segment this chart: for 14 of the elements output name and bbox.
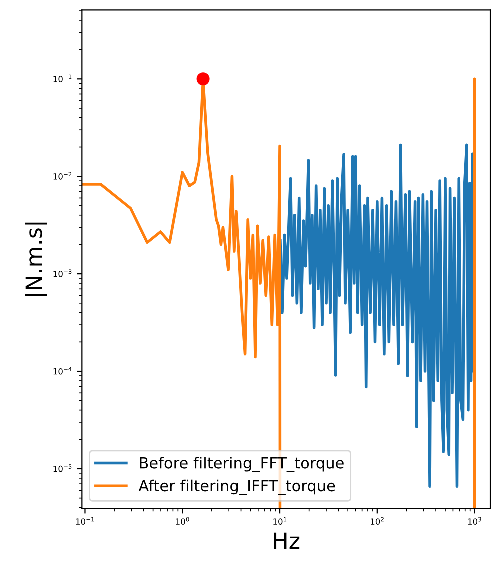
x-tick-label: 10$^{3}$ [468, 517, 482, 525]
legend-label: Before filtering_FFT_torque [140, 457, 344, 472]
x-tick-label: 10$^{0}$ [176, 517, 190, 525]
y-tick-label: 10$^{−1}$ [54, 74, 72, 82]
y-tick-label: 10$^{−5}$ [54, 464, 72, 472]
x-tick-label: 10$^{2}$ [370, 517, 384, 525]
y-tick-label: 10$^{−4}$ [54, 367, 72, 375]
y-tick-label: 10$^{−3}$ [54, 270, 72, 278]
x-tick-label: 10$^{1}$ [274, 517, 287, 525]
y-tick-label: 10$^{−2}$ [54, 172, 72, 180]
x-axis-title: Hz [274, 532, 300, 550]
legend-label: After filtering_IFFT_torque [138, 480, 336, 496]
y-axis-title: |N.m.s| [25, 222, 48, 296]
x-tick-label: 10$^{−1}$ [76, 517, 94, 525]
